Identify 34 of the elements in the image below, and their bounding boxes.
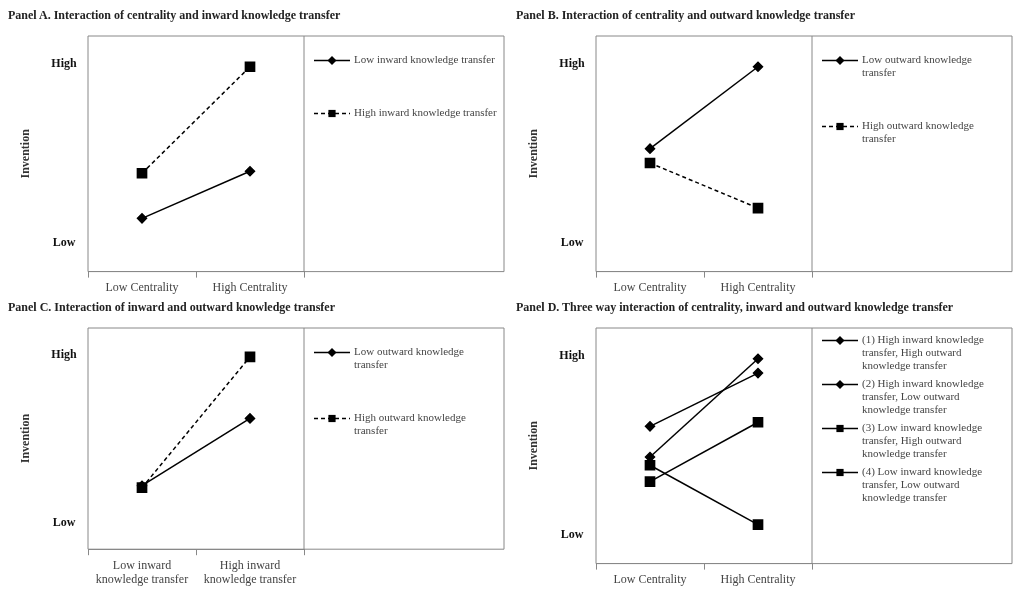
text: High <box>51 56 77 71</box>
legend-label: (4) Low inward knowledge transfer, Low outward knowledge transfer <box>862 465 983 504</box>
text: Low <box>52 235 76 250</box>
chart-title: Panel B. Interaction of centrality and outward knowledge transfer <box>516 8 856 24</box>
x-tick-label: Low Centrality <box>613 279 687 294</box>
text: High <box>559 56 585 71</box>
legend-label: (2) High inward knowledge transfer, Low outward knowledge transfer <box>862 377 984 416</box>
legend-label: Low inward knowledge transfer <box>354 53 496 66</box>
legend-label: High inward knowledge transfer <box>354 106 497 119</box>
x-tick-label: High Centrality <box>212 279 288 294</box>
chart-title: Panel C. Interaction of inward and outward knowledge transfer <box>8 300 336 316</box>
legend-label: High outward knowledge transfer <box>862 119 974 145</box>
chart-title: Panel D. Three way interaction of centrality, inward and outward knowledge transfer <box>516 300 955 316</box>
y-axis-title: Invention <box>526 128 541 179</box>
text: High <box>559 348 585 363</box>
y-axis-title: Invention <box>18 413 33 464</box>
chart-title: Panel A. Interaction of centrality and inward knowledge transfer <box>8 8 342 24</box>
x-tick-label: Low Centrality <box>613 571 687 586</box>
x-tick-label: High inward knowledge transfer <box>203 557 297 586</box>
x-tick-label: Low inward knowledge transfer <box>95 557 189 586</box>
legend-label: Low outward knowledge transfer <box>862 53 973 79</box>
x-tick-label: High Centrality <box>720 279 796 294</box>
x-tick-label: High Centrality <box>720 571 796 586</box>
text: Low <box>560 235 584 250</box>
y-axis-title: Invention <box>18 128 33 179</box>
legend-label: (1) High inward knowledge transfer, High outward knowledge transfer <box>862 333 984 372</box>
y-axis-title: Invention <box>526 420 541 471</box>
legend-label: (3) Low inward knowledge transfer, High outward knowledge transfer <box>862 421 983 460</box>
text: Low <box>560 527 584 542</box>
text: High <box>51 346 77 361</box>
text: Low <box>52 514 76 529</box>
x-tick-label: Low Centrality <box>105 279 179 294</box>
legend-label: Low outward knowledge transfer <box>354 345 465 371</box>
legend-label: High outward knowledge transfer <box>354 411 466 437</box>
